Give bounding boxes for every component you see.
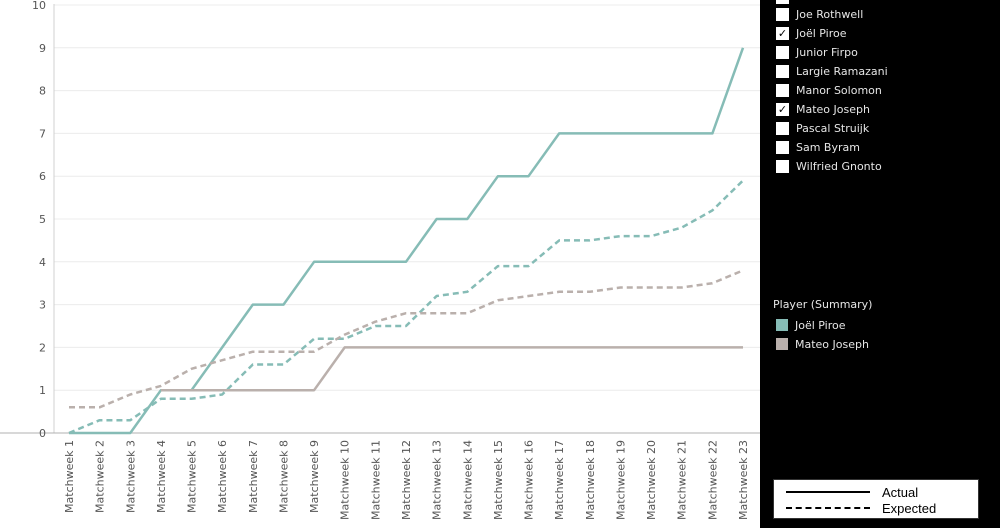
y-tick-label: 10 xyxy=(32,0,46,12)
filter-item-joel-piroe[interactable]: ✓ Joël Piroe xyxy=(776,24,847,43)
filter-label: Sam Byram xyxy=(796,141,860,154)
x-tick-label: Matchweek 14 xyxy=(461,440,474,520)
x-tick-label: Matchweek 12 xyxy=(400,440,413,520)
dashed-line-icon xyxy=(786,507,870,509)
filter-label: Wilfried Gnonto xyxy=(796,160,882,173)
x-tick-label: Matchweek 18 xyxy=(584,440,597,520)
line-chart: 0 1 2 3 4 5 6 7 8 9 10 Matchweek 1 Matchweek 2 Matchw… xyxy=(0,0,760,520)
y-tick-label: 2 xyxy=(39,341,46,354)
chart-area: 0 1 2 3 4 5 6 7 8 9 10 Matchweek 1 Matchweek 2 Matchw… xyxy=(0,0,760,528)
filter-label: Largie Ramazani xyxy=(796,65,888,78)
checkbox-checked[interactable]: ✓ xyxy=(776,103,789,116)
x-tick-label: Matchweek 1 xyxy=(63,440,76,513)
y-tick-label: 9 xyxy=(39,42,46,55)
filter-label: Manor Solomon xyxy=(796,84,882,97)
x-tick-label: Matchweek 6 xyxy=(216,440,229,513)
legend-title: Player (Summary) xyxy=(773,298,873,311)
checkbox[interactable] xyxy=(776,160,789,173)
checkbox[interactable] xyxy=(776,0,789,4)
series-line-mateo-joseph-expected xyxy=(69,269,744,409)
y-tick-label: 4 xyxy=(39,256,46,269)
filter-label: Pascal Struijk xyxy=(796,122,870,135)
y-tick-label: 3 xyxy=(39,299,46,312)
x-tick-label: Matchweek 22 xyxy=(706,440,719,520)
y-tick-label: 0 xyxy=(39,427,46,440)
x-tick-label: Matchweek 15 xyxy=(492,440,505,520)
filter-label: Joe Rothwell xyxy=(796,8,864,21)
line-legend-expected: Expected xyxy=(786,500,936,516)
filter-label: Joël Piroe xyxy=(796,27,847,40)
x-tick-label: Matchweek 5 xyxy=(186,440,199,513)
filter-item-mateo-joseph[interactable]: ✓ Mateo Joseph xyxy=(776,100,870,119)
x-tick-label: Matchweek 23 xyxy=(737,440,750,520)
checkbox[interactable] xyxy=(776,141,789,154)
x-tick-label: Matchweek 17 xyxy=(553,440,566,520)
x-tick-label: Matchweek 19 xyxy=(614,440,627,520)
filter-item-largie-ramazani[interactable]: Largie Ramazani xyxy=(776,62,888,81)
legend-label: Joël Piroe xyxy=(795,318,846,332)
legend-item-joel-piroe[interactable]: Joël Piroe xyxy=(776,317,846,333)
legend-label: Mateo Joseph xyxy=(795,337,869,351)
x-tick-label: Matchweek 21 xyxy=(676,440,689,520)
x-tick-label: Matchweek 8 xyxy=(277,440,290,513)
filter-item-partial[interactable] xyxy=(776,0,796,7)
series-line-mateo-joseph-actual xyxy=(160,346,743,392)
x-tick-label: Matchweek 2 xyxy=(94,440,107,513)
checkbox[interactable] xyxy=(776,65,789,78)
checkbox-checked[interactable]: ✓ xyxy=(776,27,789,40)
y-tick-label: 1 xyxy=(39,384,46,397)
filter-item-sam-byram[interactable]: Sam Byram xyxy=(776,138,860,157)
series-line-jo-l-piroe-actual xyxy=(69,47,745,435)
filter-item-wilfried-gnonto[interactable]: Wilfried Gnonto xyxy=(776,157,882,176)
x-tick-label: Matchweek 4 xyxy=(155,440,168,513)
y-tick-label: 7 xyxy=(39,127,46,140)
checkbox[interactable] xyxy=(776,122,789,135)
filter-item-junior-firpo[interactable]: Junior Firpo xyxy=(776,43,858,62)
line-legend-label: Actual xyxy=(882,484,919,500)
filter-label: Junior Firpo xyxy=(796,46,858,59)
y-tick-label: 5 xyxy=(39,213,46,226)
filter-label: Mateo Joseph xyxy=(796,103,870,116)
legend-swatch xyxy=(776,338,788,350)
y-tick-label: 6 xyxy=(39,170,46,183)
checkbox[interactable] xyxy=(776,84,789,97)
x-tick-label: Matchweek 20 xyxy=(645,440,658,520)
line-legend-actual: Actual xyxy=(786,484,918,500)
y-tick-label: 8 xyxy=(39,85,46,98)
filter-item-pascal-struijk[interactable]: Pascal Struijk xyxy=(776,119,869,138)
x-tick-label: Matchweek 16 xyxy=(523,440,536,520)
checkbox[interactable] xyxy=(776,46,789,59)
series-line-jo-l-piroe-expected xyxy=(68,179,744,435)
filter-item-joe-rothwell[interactable]: Joe Rothwell xyxy=(776,5,863,24)
checkbox[interactable] xyxy=(776,8,789,21)
x-tick-label: Matchweek 11 xyxy=(369,440,382,520)
legend-item-mateo-joseph[interactable]: Mateo Joseph xyxy=(776,336,869,352)
x-tick-label: Matchweek 3 xyxy=(124,440,137,513)
x-tick-label: Matchweek 7 xyxy=(247,440,260,513)
x-tick-label: Matchweek 10 xyxy=(339,440,352,520)
legend-swatch xyxy=(776,319,788,331)
filter-item-manor-solomon[interactable]: Manor Solomon xyxy=(776,81,882,100)
line-legend-label: Expected xyxy=(882,500,937,516)
solid-line-icon xyxy=(786,491,870,493)
line-style-legend: Actual Expected xyxy=(773,479,979,519)
x-tick-label: Matchweek 13 xyxy=(431,440,444,520)
x-tick-label: Matchweek 9 xyxy=(308,440,321,513)
